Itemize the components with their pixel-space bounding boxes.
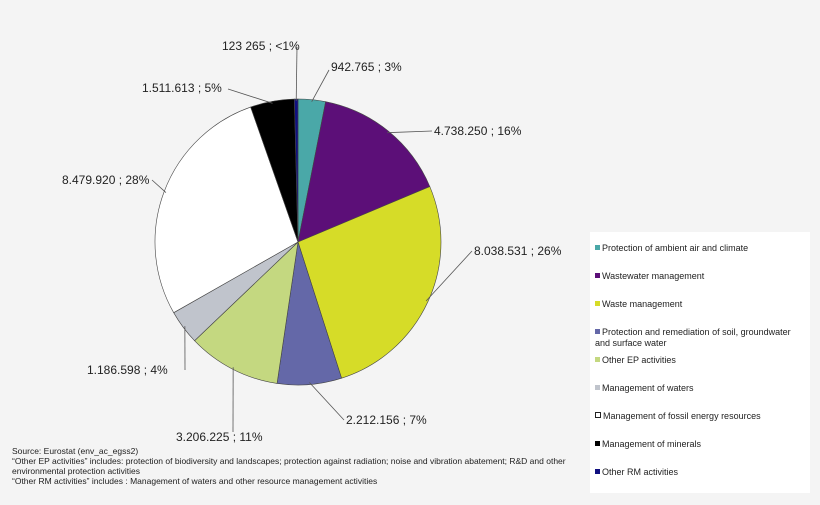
pie-slice bbox=[297, 101, 431, 243]
leader-line bbox=[295, 46, 298, 102]
legend-label: Wastewater management bbox=[602, 271, 705, 281]
legend-item: Protection of ambient air and climate bbox=[595, 243, 807, 254]
legend: Protection of ambient air and climate Was… bbox=[590, 232, 810, 493]
legend-item: Management of fossil energy resources bbox=[595, 411, 807, 422]
legend-label: Other EP activities bbox=[602, 355, 676, 365]
legend-label: Protection and remediation of soil, grou… bbox=[595, 327, 791, 348]
legend-swatch bbox=[595, 441, 600, 446]
data-label: 123 265 ; <1% bbox=[222, 39, 300, 53]
legend-item: Wastewater management bbox=[595, 271, 807, 282]
legend-label: Management of minerals bbox=[602, 439, 702, 449]
legend-label: Other RM activities bbox=[602, 467, 679, 477]
leader-line bbox=[425, 250, 473, 302]
data-label: 1.511.613 ; 5% bbox=[142, 81, 222, 95]
other-rm-note: “Other RM activities” includes : Managem… bbox=[12, 476, 378, 486]
legend-swatch bbox=[595, 412, 601, 418]
legend-swatch bbox=[595, 385, 600, 390]
data-label: 8.038.531 ; 26% bbox=[474, 244, 562, 258]
legend-item: Protection and remediation of soil, grou… bbox=[595, 327, 807, 349]
legend-swatch bbox=[595, 357, 600, 362]
data-label: 4.738.250 ; 16% bbox=[434, 124, 522, 138]
legend-swatch bbox=[595, 329, 600, 334]
legend-label: Waste management bbox=[602, 299, 683, 309]
pie-slice bbox=[297, 186, 442, 379]
leader-line bbox=[151, 179, 167, 193]
legend-label: Protection of ambient air and climate bbox=[602, 243, 749, 253]
legend-swatch bbox=[595, 301, 600, 306]
data-label: 3.206.225 ; 11% bbox=[176, 430, 263, 444]
pie-slice bbox=[154, 106, 299, 314]
legend-item: Other EP activities bbox=[595, 355, 807, 366]
legend-item: Management of waters bbox=[595, 383, 807, 394]
legend-item: Management of minerals bbox=[595, 439, 807, 450]
pie-slice bbox=[194, 241, 299, 384]
legend-swatch bbox=[595, 245, 600, 250]
data-label: 942.765 ; 3% bbox=[331, 60, 402, 74]
leader-line bbox=[227, 88, 273, 104]
source-note: Source: Eurostat (env_ac_egss2) bbox=[12, 446, 139, 456]
legend-label: Management of waters bbox=[602, 383, 694, 393]
data-label: 8.479.920 ; 28% bbox=[62, 173, 150, 187]
data-label: 1.186.598 ; 4% bbox=[87, 363, 168, 377]
legend-swatch bbox=[595, 469, 600, 474]
leader-line bbox=[311, 69, 330, 102]
legend-label: Management of fossil energy resources bbox=[603, 411, 761, 421]
data-label: 2.212.156 ; 7% bbox=[346, 413, 427, 427]
legend-swatch bbox=[595, 273, 600, 278]
leader-line bbox=[387, 130, 433, 134]
legend-item: Waste management bbox=[595, 299, 807, 310]
notes: Source: Eurostat (env_ac_egss2) “Other E… bbox=[12, 446, 582, 486]
legend-item: Other RM activities bbox=[595, 467, 807, 478]
other-ep-note: “Other EP activities” includes: protecti… bbox=[12, 456, 566, 476]
leader-line bbox=[309, 382, 345, 421]
